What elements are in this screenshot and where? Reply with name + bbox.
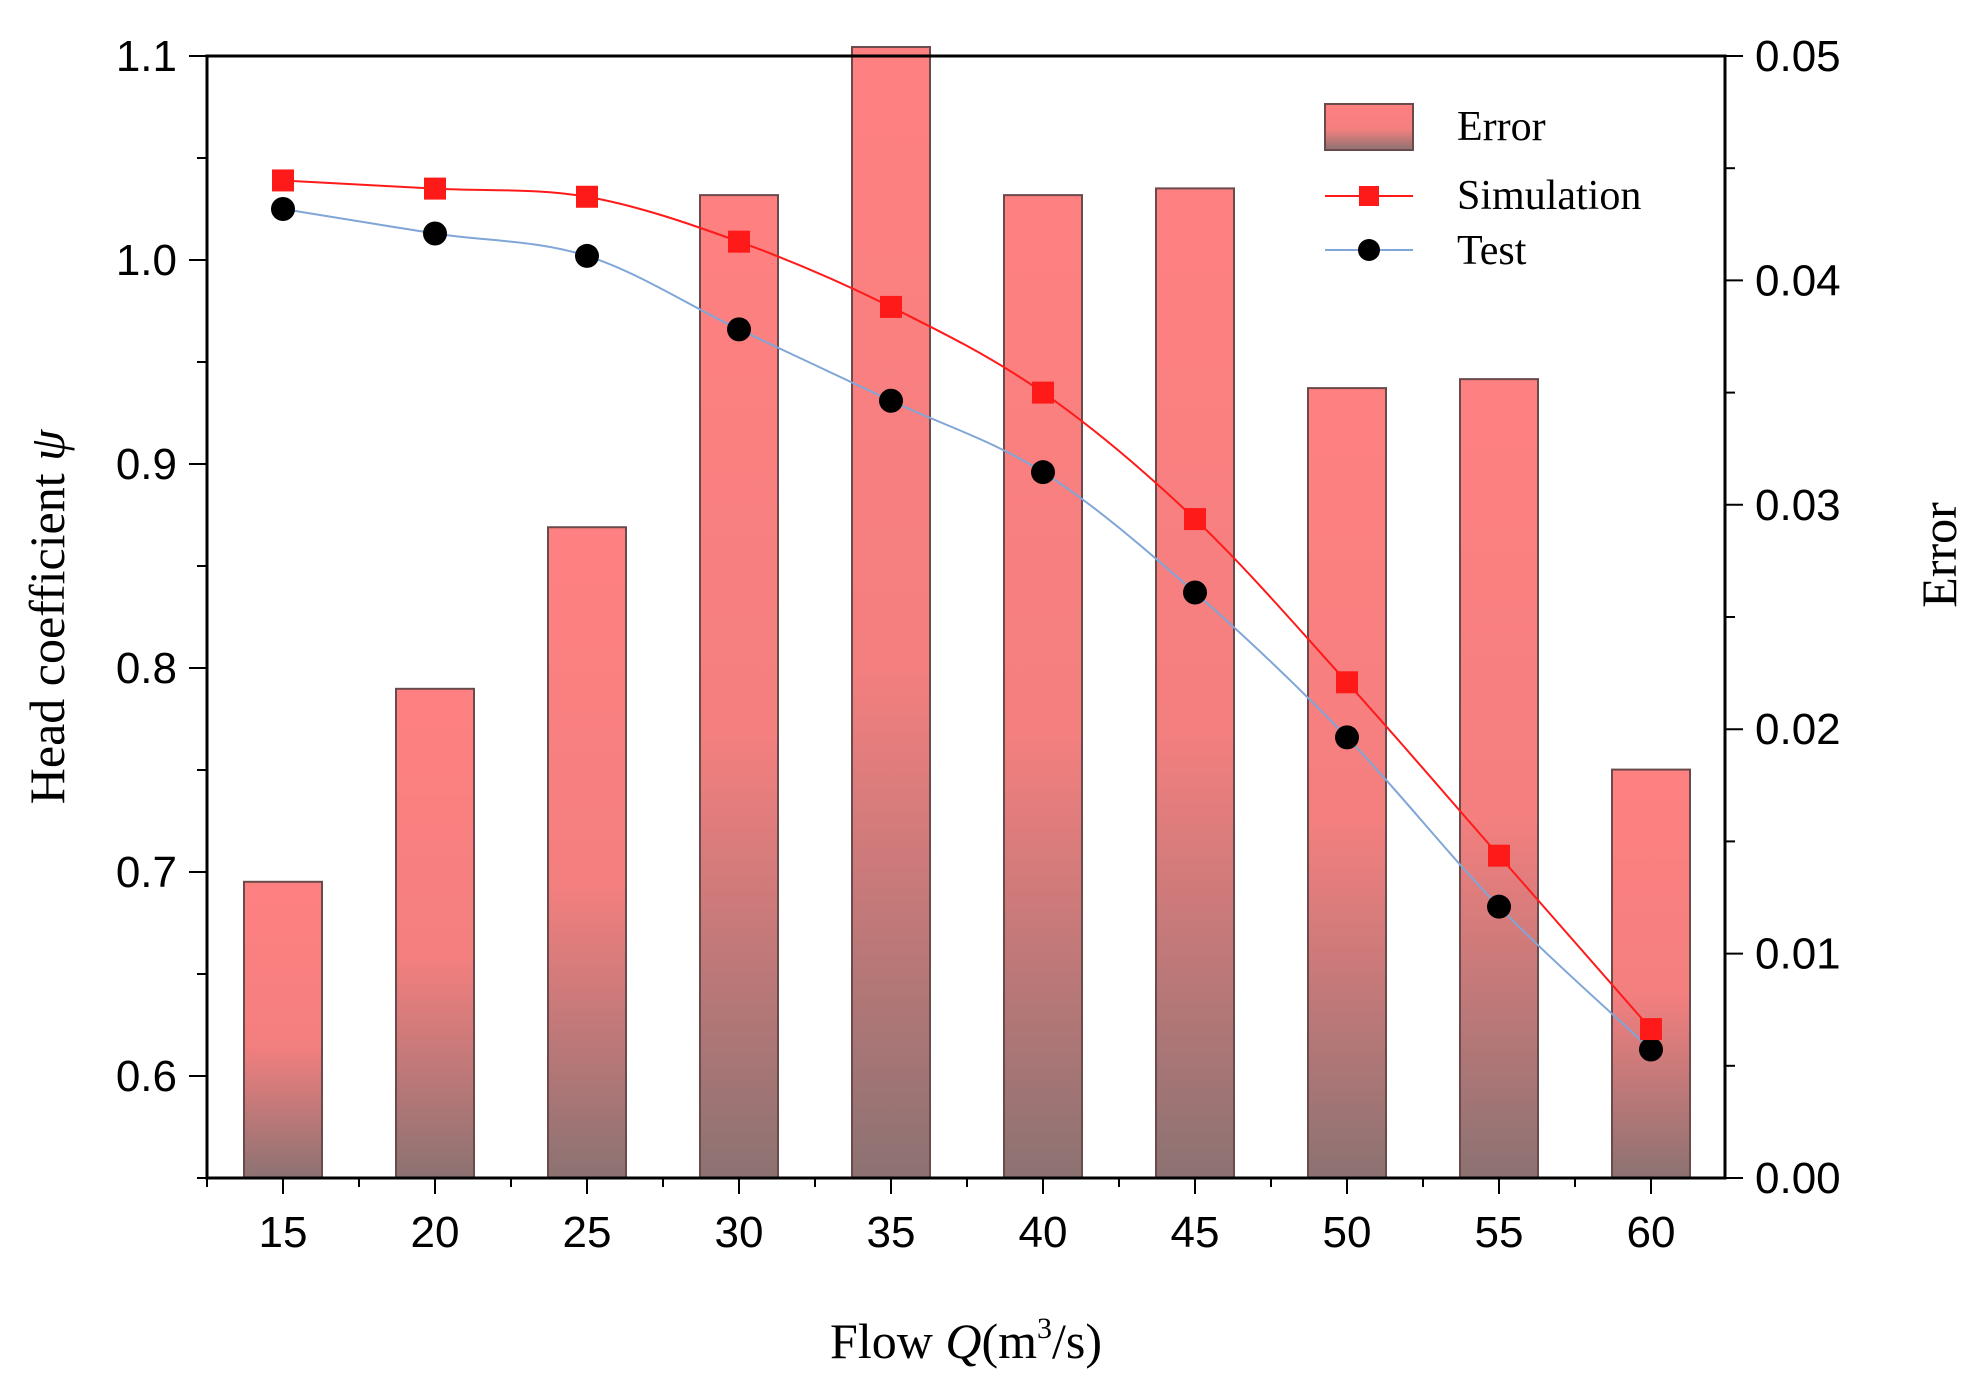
legend-label-simulation: Simulation — [1457, 173, 1641, 219]
x-tick-label-50: 50 — [1323, 1208, 1372, 1257]
bar-error-35 — [851, 46, 931, 1179]
bar-error-45 — [1155, 187, 1235, 1179]
test-point-15 — [271, 197, 295, 221]
right-tick-label-0.01: 0.01 — [1755, 930, 1841, 979]
test-point-35 — [879, 388, 903, 413]
y2-axis-title: Error — [1911, 502, 1967, 608]
legend-error-swatch — [1324, 103, 1414, 151]
simulation-point-40 — [1032, 381, 1054, 404]
simulation-point-35 — [880, 295, 902, 318]
x-tick-label-15: 15 — [259, 1208, 308, 1257]
x-axis: 15 20 25 30 35 40 45 50 55 60 — [206, 1178, 1676, 1257]
test-point-25 — [575, 243, 599, 268]
left-tick-label-0.9: 0.9 — [116, 440, 177, 489]
left-tick-label-1.0: 1.0 — [116, 236, 177, 285]
x-tick-label-40: 40 — [1019, 1208, 1068, 1257]
bar-error-40 — [1003, 194, 1083, 1180]
left-tick-label-0.7: 0.7 — [116, 848, 177, 897]
x-axis-title: Flow Q(m3/s) — [830, 1312, 1102, 1369]
simulation-point-60 — [1640, 1018, 1662, 1041]
y-axis-title: Head coefficient ψ — [19, 429, 75, 804]
bar-error-60 — [1611, 768, 1691, 1179]
right-tick-label-0.05: 0.05 — [1755, 32, 1841, 81]
bar-error-20 — [395, 687, 475, 1179]
simulation-point-55 — [1488, 844, 1510, 867]
simulation-point-15 — [272, 169, 294, 192]
simulation-point-50 — [1336, 671, 1358, 694]
x-tick-label-35: 35 — [867, 1208, 916, 1257]
right-tick-label-0.04: 0.04 — [1755, 256, 1841, 305]
simulation-point-45 — [1184, 508, 1206, 531]
simulation-point-25 — [576, 185, 598, 208]
simulation-point-20 — [424, 177, 446, 200]
test-point-55 — [1487, 894, 1511, 919]
test-point-40 — [1031, 460, 1055, 485]
right-axis: 0.00 0.01 0.02 0.03 0.04 0.05 — [1725, 32, 1841, 1203]
legend: Error Simulation Test — [1324, 103, 1641, 274]
bar-error-50 — [1307, 387, 1387, 1179]
simulation-series-group — [272, 169, 1662, 1041]
simulation-point-30 — [728, 230, 750, 253]
test-line — [282, 208, 1652, 1051]
right-tick-label-0.03: 0.03 — [1755, 481, 1841, 530]
x-tick-label-25: 25 — [563, 1208, 612, 1257]
bar-error-55 — [1459, 378, 1539, 1179]
legend-label-error: Error — [1457, 104, 1546, 150]
legend-simulation-marker — [1359, 186, 1379, 206]
test-series-group — [271, 197, 1663, 1062]
bar-error-15 — [243, 880, 323, 1179]
right-tick-label-0.02: 0.02 — [1755, 705, 1841, 754]
left-axis: 0.6 0.7 0.8 0.9 1.0 1.1 — [116, 32, 207, 1179]
legend-item-test: Test — [1325, 228, 1527, 274]
x-tick-label-60: 60 — [1627, 1208, 1676, 1257]
x-tick-label-55: 55 — [1475, 1208, 1524, 1257]
bars-group — [243, 46, 1691, 1180]
right-tick-label-0.00: 0.00 — [1755, 1154, 1841, 1203]
test-point-20 — [423, 221, 447, 246]
legend-test-marker — [1358, 239, 1380, 261]
left-tick-label-0.6: 0.6 — [116, 1052, 177, 1101]
x-tick-label-45: 45 — [1171, 1208, 1220, 1257]
x-tick-label-20: 20 — [411, 1208, 460, 1257]
left-tick-label-0.8: 0.8 — [116, 644, 177, 693]
x-tick-label-30: 30 — [715, 1208, 764, 1257]
test-point-60 — [1639, 1037, 1663, 1062]
test-point-45 — [1183, 580, 1207, 605]
test-point-30 — [727, 317, 751, 342]
legend-item-error: Error — [1324, 103, 1546, 151]
legend-label-test: Test — [1457, 228, 1527, 274]
legend-item-simulation: Simulation — [1325, 173, 1641, 219]
test-point-50 — [1335, 725, 1359, 750]
simulation-line — [282, 179, 1652, 1030]
bar-error-25 — [547, 526, 627, 1179]
left-tick-label-1.1: 1.1 — [116, 32, 177, 81]
